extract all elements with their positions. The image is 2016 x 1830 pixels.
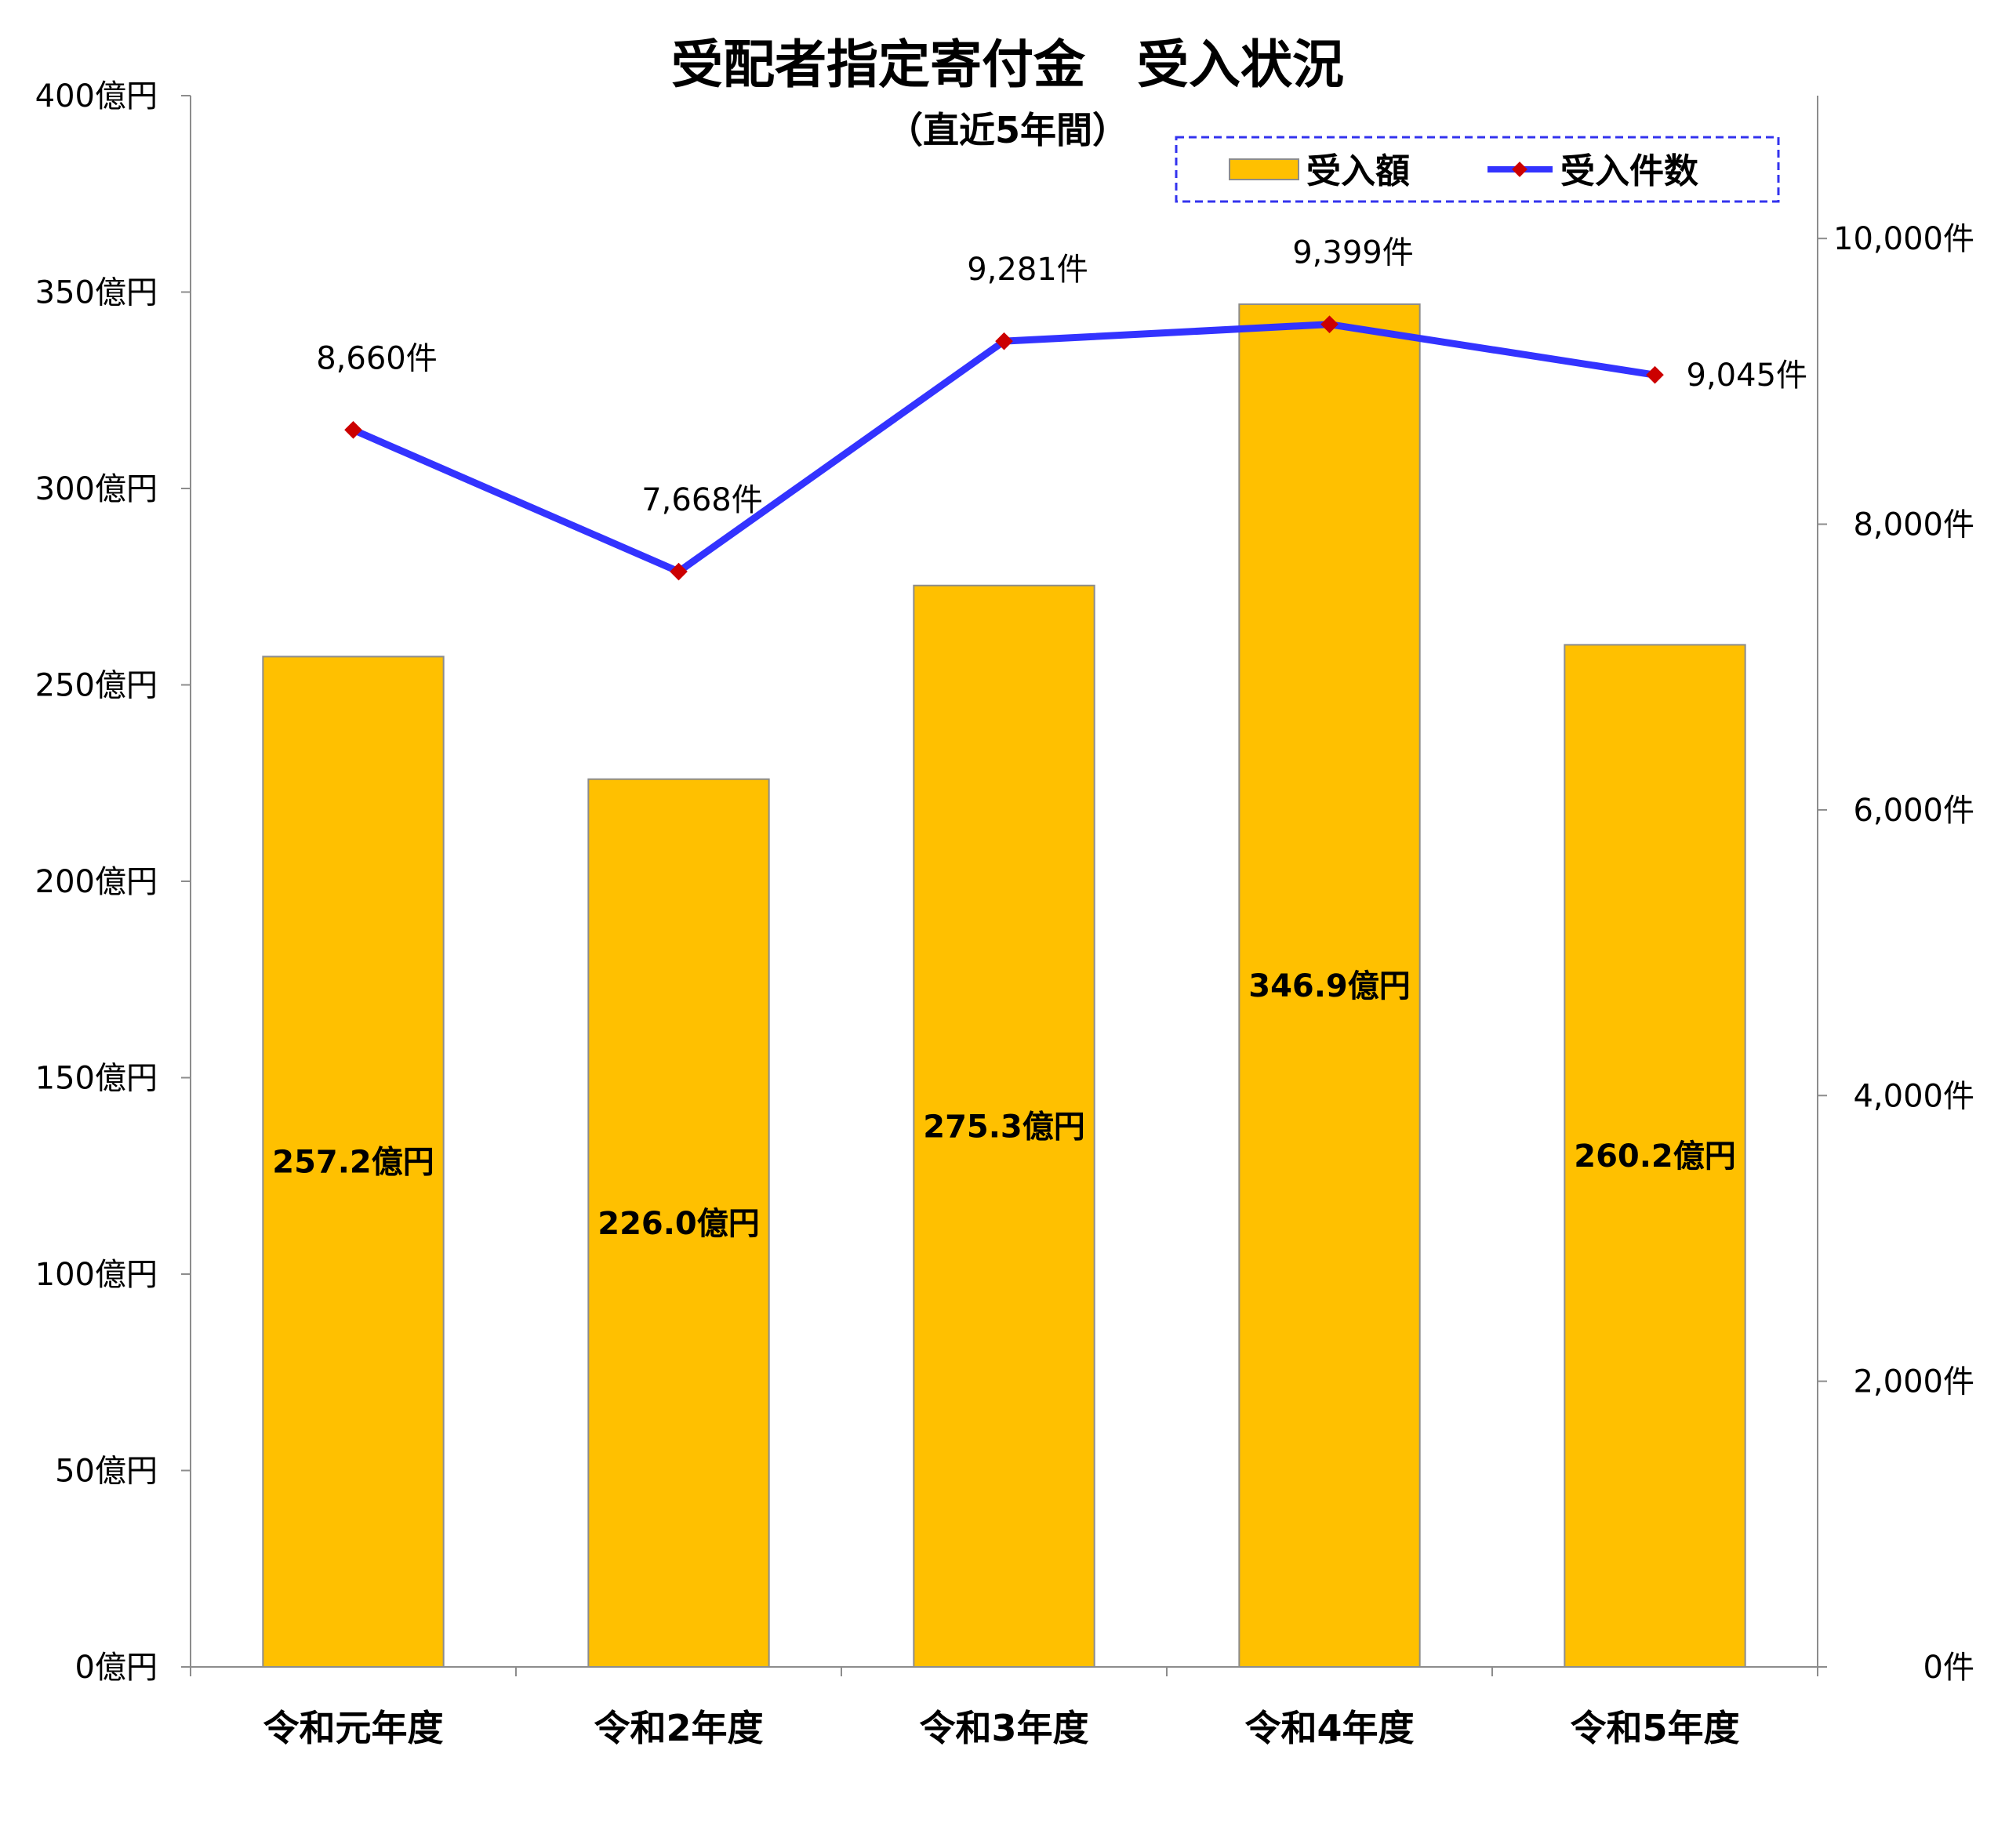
- x-tick-label: 令和4年度: [1244, 1707, 1414, 1749]
- y-left-tick-label: 400億円: [35, 78, 158, 114]
- bar-value-label: 257.2億円: [272, 1145, 434, 1181]
- y-left-tick-label: 250億円: [35, 668, 158, 704]
- y-left-tick-label: 200億円: [35, 864, 158, 900]
- x-tick-label: 令和2年度: [594, 1707, 763, 1749]
- y-left-tick-label: 300億円: [35, 471, 158, 507]
- x-tick-label: 令和3年度: [919, 1707, 1088, 1749]
- y-left-tick-label: 50億円: [55, 1454, 158, 1490]
- bar-value-label: 275.3億円: [923, 1109, 1085, 1145]
- legend-box: [1175, 136, 1780, 203]
- line-marker: [995, 332, 1013, 350]
- bar: [587, 778, 770, 1668]
- line-marker: [1320, 315, 1339, 333]
- bar: [262, 655, 445, 1668]
- bar: [913, 584, 1095, 1668]
- legend-swatch-bar: [1229, 158, 1299, 180]
- chart-title: 受配者指定寄付金 受入状況: [671, 34, 1344, 95]
- bar-value-label: 226.0億円: [598, 1206, 760, 1242]
- y-right-tick-label: 2,000件: [1853, 1364, 1974, 1400]
- line-marker: [670, 562, 688, 581]
- data-labels: 257.2億円 226.0億円 275.3億円 346.9億円 260.2億円 8,660…: [272, 235, 1807, 1242]
- bar-series: [262, 303, 1746, 1668]
- line-value-label: 9,399件: [1292, 235, 1414, 271]
- x-tick-label: 令和元年度: [263, 1707, 444, 1749]
- bar-value-label: 346.9億円: [1248, 968, 1411, 1004]
- y-left-tick-label: 150億円: [35, 1061, 158, 1097]
- chart-subtitle: （直近5年間）: [887, 109, 1128, 151]
- axes: 0億円 50億円 100億円 150億円 200億円 250億円 300億円 350億円 400…: [35, 78, 1974, 1749]
- bar: [1238, 303, 1421, 1668]
- line-value-label: 8,660件: [316, 340, 438, 376]
- legend-marker: [1512, 162, 1527, 177]
- line-path: [351, 321, 1656, 576]
- y-right-tick-label: 0件: [1923, 1650, 1974, 1686]
- bar: [1564, 644, 1746, 1668]
- legend-label-bar: 受入額: [1306, 151, 1410, 191]
- y-right-tick-label: 8,000件: [1853, 507, 1974, 543]
- y-right-tick-label: 6,000件: [1853, 793, 1974, 829]
- x-tick-label: 令和5年度: [1570, 1707, 1739, 1749]
- y-left-tick-label: 0億円: [75, 1650, 158, 1686]
- line-value-label: 7,668件: [641, 482, 763, 518]
- legend-label-line: 受入件数: [1560, 151, 1698, 191]
- line-marker: [344, 420, 362, 439]
- y-right-tick-label: 4,000件: [1853, 1078, 1974, 1114]
- legend: 受入額 受入件数: [1175, 136, 1780, 203]
- y-left-tick-label: 100億円: [35, 1257, 158, 1293]
- bar-value-label: 260.2億円: [1574, 1138, 1736, 1175]
- y-left-tick-label: 350億円: [35, 275, 158, 311]
- line-marker: [1646, 365, 1664, 384]
- line-series: [344, 315, 1664, 581]
- line-value-label: 9,281件: [967, 252, 1088, 288]
- y-right-tick-label: 10,000件: [1833, 221, 1974, 257]
- line-value-label: 9,045件: [1687, 358, 1808, 394]
